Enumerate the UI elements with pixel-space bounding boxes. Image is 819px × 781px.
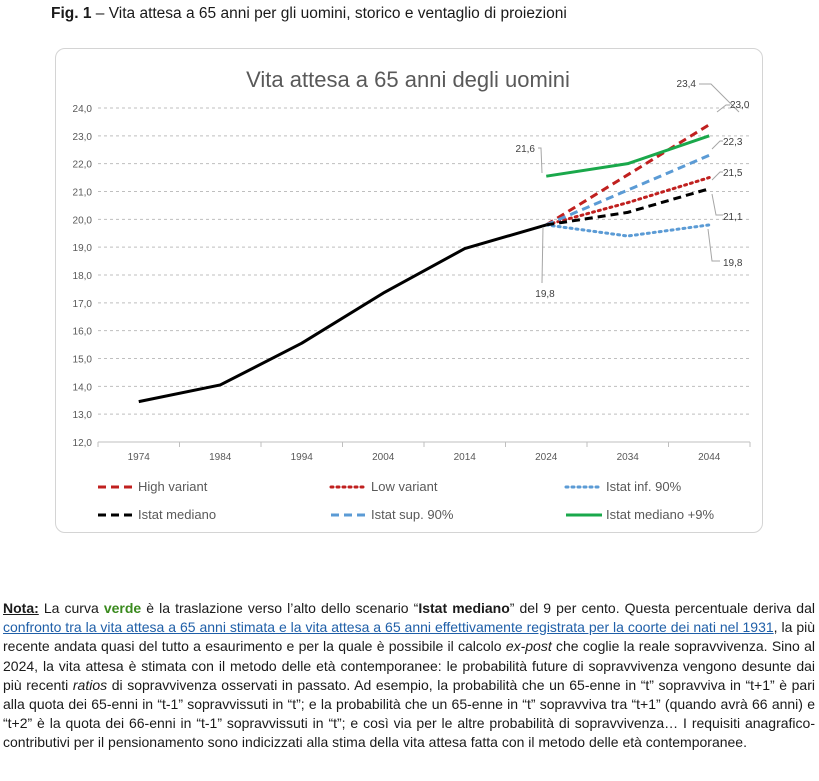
note-text: che coglie la reale sopravvivenza. Sino … [3,638,815,693]
axes: 12,0 13,0 14,0 15,0 16,0 17,0 18,0 19,0 20,0 21,0… [73,104,751,463]
chart-frame: Vita attesa a 65 anni degli uomini 12,0 1… [55,48,763,533]
y-tick-label: 16,0 [73,327,93,338]
x-tick-label: 2014 [454,452,477,463]
annotations: 23,4 23,0 22,3 21,5 21,1 19,8 21,6 19,8 [516,79,750,300]
y-tick-label: 24,0 [73,104,93,115]
note-italic-term: ex-post [505,638,552,655]
annotation-label: 21,5 [723,168,743,179]
x-tick-label: 2044 [698,452,721,463]
series [138,123,711,404]
legend-label: Istat sup. 90% [371,507,454,522]
series-line-0 [546,187,710,227]
y-tick-label: 17,0 [73,299,93,310]
note-text: è la traslazione verso l’alto dello scen… [141,600,419,616]
y-tick-label: 22,0 [73,160,93,171]
series-line-2 [544,176,711,227]
y-tick-label: 14,0 [73,382,93,393]
note-text: , la più recente andata quasi del tutto … [3,619,816,655]
note-cohort-link[interactable]: confronto tra la vita attesa a 65 anni s… [3,619,774,636]
annotation-leader [538,147,543,174]
legend-label: Istat mediano [138,507,216,522]
y-tick-label: 12,0 [73,438,93,449]
line-chart: Vita attesa a 65 anni degli uomini 12,01… [73,67,751,522]
legend-label: High variant [138,479,208,494]
annotation-label: 22,3 [723,137,743,148]
annotation-label: 21,1 [723,212,743,223]
annotation-leader [699,83,740,113]
x-tick-label: 1974 [128,452,151,463]
annotation-leader [711,140,723,150]
y-tick-label: 21,0 [73,188,93,199]
annotation-label: 23,4 [677,79,697,90]
series-line-historical [138,223,547,404]
legend-label: Istat inf. 90% [606,479,682,494]
figure-number: Fig. 1 [51,5,92,22]
series-line-1 [545,123,711,227]
note-scenario-name: Istat mediano [418,600,510,616]
y-tick-label: 19,0 [73,243,93,254]
annotation-leader [716,104,730,113]
series-line-5 [546,134,710,178]
y-tick-label: 13,0 [73,410,93,421]
series-line-3 [544,223,711,238]
series-line-4 [545,153,710,227]
legend-label: Low variant [371,479,438,494]
note-text: La curva [38,600,104,616]
note-paragraph: Nota: La curva verde è la traslazione ve… [3,599,815,753]
y-tick-label: 20,0 [73,215,93,226]
chart-title: Vita attesa a 65 anni degli uomini [246,67,570,92]
annotation-leader [541,226,544,284]
annotation-leader [707,228,720,262]
note-italic-term: ratios [72,676,108,693]
legend-label: Istat mediano +9% [606,507,714,522]
figure-caption-text: – Vita attesa a 65 anni per gli uomini, … [91,5,567,22]
gridlines [98,107,750,415]
annotation-label: 21,6 [516,144,536,155]
annotation-label: 19,8 [723,258,743,269]
annotation-label: 23,0 [730,100,750,111]
y-tick-label: 15,0 [73,355,93,366]
note-label: Nota: [3,600,39,616]
figure-caption: Fig. 1 – Vita attesa a 65 anni per gli u… [51,4,567,24]
annotation-leader [711,171,723,181]
legend: High variant Low variant Istat inf. 90% Ist… [98,479,714,522]
x-tick-label: 1994 [291,452,314,463]
x-tick-label: 2024 [535,452,558,463]
annotation-label: 19,8 [535,289,555,300]
x-tick-label: 2004 [372,452,395,463]
y-tick-label: 23,0 [73,132,93,143]
x-tick-label: 1984 [209,452,232,463]
note-text: di sopravvivenza osservati in passato. A… [3,676,815,751]
note-text: ” del 9 per cento. Questa percentuale de… [509,600,815,616]
y-tick-label: 18,0 [73,271,93,282]
note-green-word: verde [103,600,142,616]
annotation-leader [711,193,723,216]
x-tick-label: 2034 [617,452,640,463]
